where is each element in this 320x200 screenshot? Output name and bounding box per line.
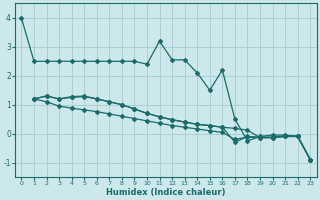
X-axis label: Humidex (Indice chaleur): Humidex (Indice chaleur) <box>106 188 226 197</box>
